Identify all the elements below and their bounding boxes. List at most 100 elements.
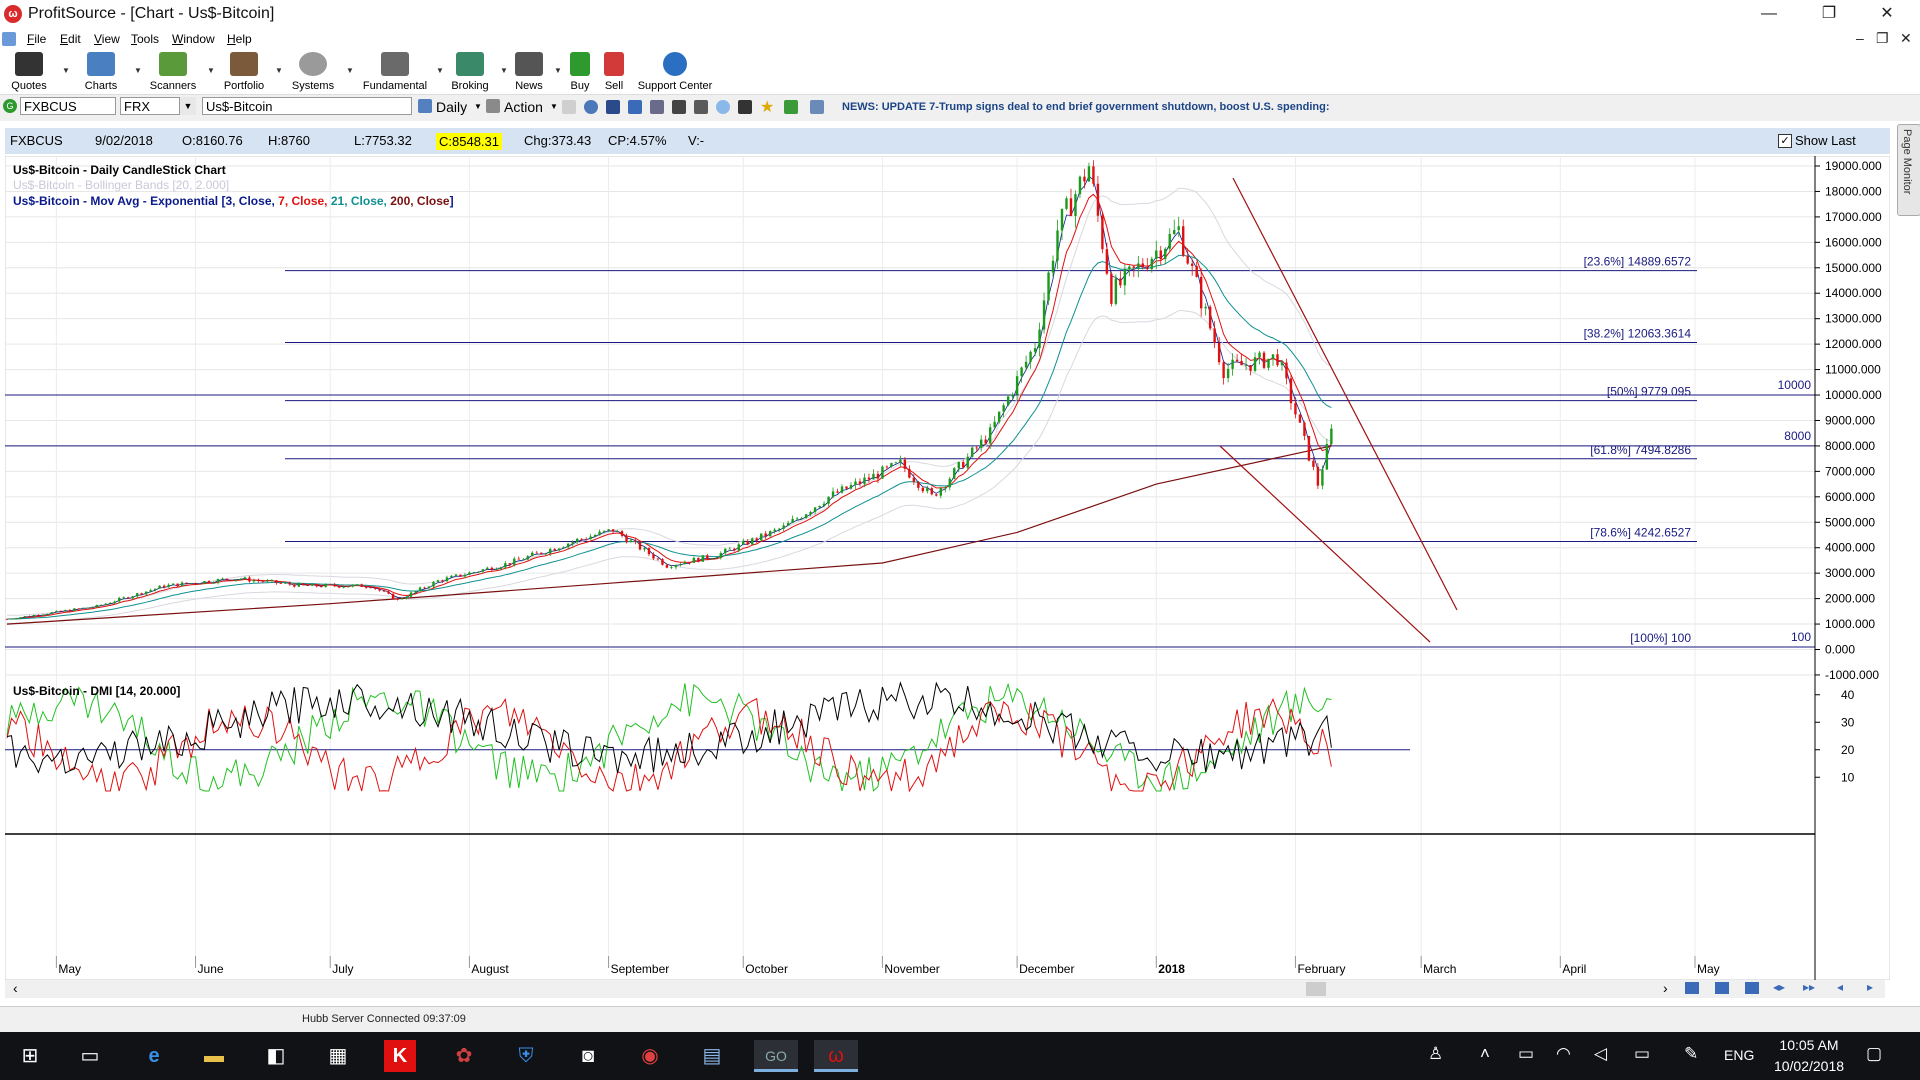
- scanners-dropdown-arrow[interactable]: ▼: [207, 66, 215, 75]
- support-center-button[interactable]: Support Center: [636, 50, 714, 94]
- menu-edit[interactable]: Edit: [60, 32, 81, 46]
- show-last-checkbox[interactable]: ✓: [1778, 134, 1792, 148]
- menu-view[interactable]: View: [94, 32, 120, 46]
- news-feed-icon[interactable]: [810, 100, 824, 114]
- scanners-button[interactable]: Scanners: [148, 50, 198, 94]
- go-icon[interactable]: G: [3, 99, 17, 113]
- task-view-icon[interactable]: ▭: [80, 1045, 100, 1067]
- menu-file[interactable]: File: [27, 32, 47, 46]
- scroll-back-icon[interactable]: ◂: [1837, 980, 1844, 994]
- action-menu[interactable]: Action: [504, 99, 543, 115]
- profitsource-taskbar-icon[interactable]: ω: [814, 1040, 858, 1072]
- symbol-input[interactable]: FXBCUS: [20, 97, 116, 115]
- minimize-button[interactable]: —: [1761, 5, 1777, 22]
- volume-icon[interactable]: ◁: [1594, 1044, 1608, 1063]
- scroll-forward-icon[interactable]: ▸: [1867, 980, 1874, 994]
- people-icon[interactable]: ♙: [1428, 1044, 1444, 1063]
- candle-body: [436, 580, 440, 582]
- systems-dropdown-arrow[interactable]: ▼: [346, 66, 354, 75]
- candle-body: [831, 491, 835, 497]
- mdi-minimize-button[interactable]: –: [1856, 30, 1864, 46]
- layout-icon[interactable]: [650, 100, 664, 114]
- fundamental-dropdown-arrow[interactable]: ▼: [436, 66, 444, 75]
- security-name-field[interactable]: Us$-Bitcoin: [202, 97, 412, 115]
- battery-saver-icon[interactable]: ▭: [1518, 1044, 1535, 1063]
- menu-help[interactable]: Help: [227, 32, 252, 46]
- draw-icon[interactable]: [738, 100, 752, 114]
- scroll-right-arrow[interactable]: ›: [1663, 980, 1668, 996]
- news-button[interactable]: News: [512, 50, 546, 94]
- page-monitor-tab[interactable]: Page Monitor: [1897, 124, 1920, 216]
- camera-icon[interactable]: ◙: [581, 1045, 595, 1067]
- quotes-dropdown-arrow[interactable]: ▼: [62, 66, 70, 75]
- candle-body: [454, 574, 458, 576]
- zoom-in-icon[interactable]: [1685, 982, 1699, 994]
- print-icon[interactable]: [562, 100, 576, 114]
- candle-body: [248, 577, 251, 582]
- go-app-icon[interactable]: GO: [754, 1040, 798, 1072]
- paint-icon[interactable]: ✿: [455, 1045, 473, 1067]
- clock-time[interactable]: 10:05 AM: [1779, 1037, 1839, 1053]
- chrome-icon[interactable]: ◉: [641, 1045, 659, 1067]
- calculator-icon[interactable]: ▦: [328, 1045, 348, 1067]
- indicator-icon[interactable]: [694, 100, 708, 114]
- action-dropdown-arrow[interactable]: ▼: [550, 102, 558, 111]
- broking-dropdown-arrow[interactable]: ▼: [500, 66, 508, 75]
- start-icon[interactable]: ⊞: [21, 1045, 39, 1067]
- scroll-left-arrow[interactable]: ‹: [13, 980, 18, 996]
- exchange-dropdown-arrow[interactable]: ▼: [179, 97, 196, 115]
- menu-tools[interactable]: Tools: [131, 32, 160, 46]
- charts-button[interactable]: Charts: [78, 50, 124, 94]
- buy-button[interactable]: Buy: [565, 50, 595, 94]
- portfolio-button[interactable]: Portfolio: [219, 50, 269, 94]
- systems-button[interactable]: Systems: [290, 50, 336, 94]
- menu-window[interactable]: Window: [172, 32, 215, 46]
- scroll-end-icon[interactable]: ▸▸: [1803, 980, 1816, 994]
- wifi-icon[interactable]: ◠: [1556, 1044, 1571, 1063]
- candle-body: [450, 575, 453, 578]
- zoom-fit-icon[interactable]: [1745, 982, 1759, 994]
- tools-icon[interactable]: [672, 100, 686, 114]
- bulb-icon[interactable]: [716, 100, 730, 114]
- defender-icon[interactable]: ⛨: [518, 1045, 534, 1067]
- mdi-close-button[interactable]: ✕: [1900, 30, 1912, 46]
- mdi-restore-button[interactable]: ❐: [1876, 30, 1889, 46]
- zoom-out-icon[interactable]: [1715, 982, 1729, 994]
- pen-icon[interactable]: ✎: [1684, 1044, 1699, 1063]
- clock-date[interactable]: 10/02/2018: [1773, 1058, 1845, 1074]
- period-select[interactable]: Daily: [436, 99, 468, 115]
- file-explorer-icon[interactable]: ▬: [204, 1045, 224, 1067]
- language-indicator[interactable]: ENG: [1724, 1047, 1755, 1063]
- restore-button[interactable]: ❐: [1821, 5, 1837, 22]
- portfolio-dropdown-arrow[interactable]: ▼: [275, 66, 283, 75]
- notifications-icon[interactable]: ▢: [1866, 1044, 1883, 1063]
- save-icon[interactable]: [606, 100, 620, 114]
- trend-line-upper[interactable]: [1232, 177, 1458, 611]
- scroll-start-icon[interactable]: ◂▸: [1773, 980, 1786, 994]
- globe-icon[interactable]: [584, 100, 598, 114]
- k-app-icon[interactable]: K: [384, 1040, 416, 1072]
- sell-button[interactable]: Sell: [599, 50, 629, 94]
- fundamental-button[interactable]: Fundamental: [360, 50, 430, 94]
- chart-scrollbar[interactable]: ‹ › ◂▸ ▸▸ ◂ ▸: [5, 980, 1885, 998]
- candle-body: [1150, 258, 1153, 270]
- quotes-button[interactable]: Quotes: [6, 50, 52, 94]
- zoom-icon[interactable]: [628, 100, 642, 114]
- period-dropdown-arrow[interactable]: ▼: [474, 102, 482, 111]
- broking-button[interactable]: Broking: [448, 50, 492, 94]
- battery-icon[interactable]: ▭: [1634, 1044, 1651, 1063]
- scroll-thumb[interactable]: [1306, 982, 1326, 996]
- store-icon[interactable]: ◧: [266, 1045, 286, 1067]
- trend-line-lower[interactable]: [1219, 445, 1431, 643]
- price-chart[interactable]: [0%] 19458.19[23.6%] 14889.6572[38.2%] 1…: [5, 156, 1890, 980]
- fundamental-icon: [381, 52, 409, 76]
- star-icon[interactable]: ★: [760, 99, 775, 116]
- edge-icon[interactable]: e: [148, 1045, 160, 1067]
- close-button[interactable]: ✕: [1880, 5, 1894, 22]
- charts-dropdown-arrow[interactable]: ▼: [134, 66, 142, 75]
- news-ticker[interactable]: NEWS: UPDATE 7-Trump signs deal to end b…: [842, 101, 1330, 113]
- news-dropdown-arrow[interactable]: ▼: [554, 66, 562, 75]
- tray-chevron-icon[interactable]: ˄: [1480, 1044, 1490, 1063]
- alert-icon[interactable]: [784, 100, 798, 114]
- photos-icon[interactable]: ▤: [702, 1045, 722, 1067]
